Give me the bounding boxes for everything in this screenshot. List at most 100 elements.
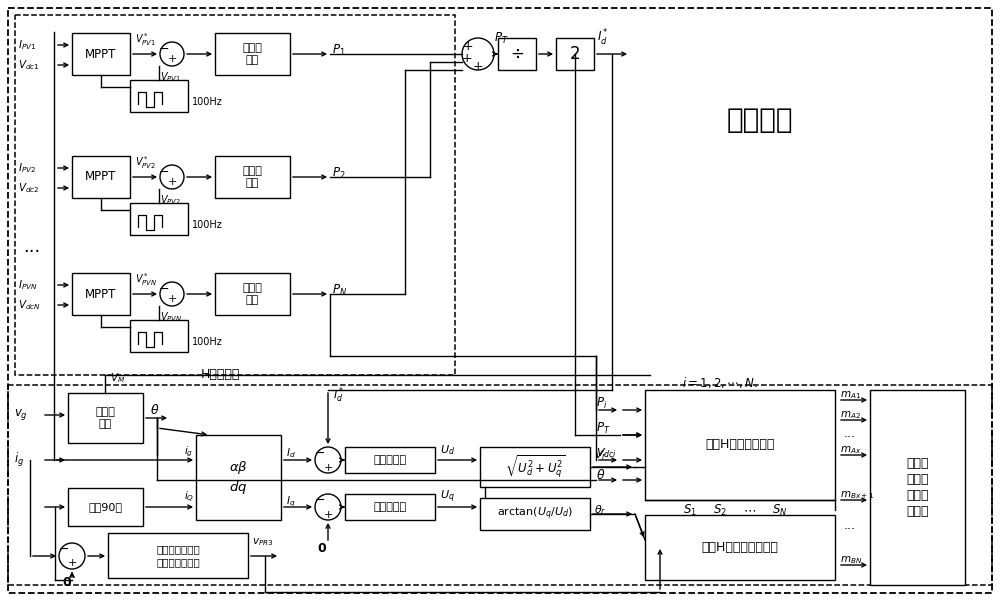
Text: 100Hz: 100Hz <box>192 220 223 230</box>
Text: $P_T$: $P_T$ <box>596 421 611 436</box>
Text: 电压调
节器: 电压调 节器 <box>243 166 262 188</box>
Circle shape <box>462 38 494 70</box>
Circle shape <box>160 42 184 66</box>
Text: $S_2$: $S_2$ <box>713 502 727 517</box>
Text: MPPT: MPPT <box>85 171 117 183</box>
Text: MPPT: MPPT <box>85 47 117 61</box>
FancyBboxPatch shape <box>215 156 290 198</box>
Text: −: − <box>59 543 69 555</box>
Text: +: + <box>473 61 483 73</box>
Text: 计算H桥单元调制度: 计算H桥单元调制度 <box>705 439 775 451</box>
Text: $\theta$: $\theta$ <box>596 468 605 482</box>
Text: 100Hz: 100Hz <box>192 337 223 347</box>
Text: 电流调节器: 电流调节器 <box>373 502 407 512</box>
Circle shape <box>315 447 341 473</box>
Text: $i_g$: $i_g$ <box>14 451 24 469</box>
Text: $I_{PVN}$: $I_{PVN}$ <box>18 278 38 292</box>
Text: $V_{PV2}^*$: $V_{PV2}^*$ <box>135 154 156 171</box>
Text: $P_T$: $P_T$ <box>494 31 509 46</box>
Text: −: − <box>159 165 169 178</box>
Text: $m_{Bx+1}$: $m_{Bx+1}$ <box>840 489 874 501</box>
Circle shape <box>160 165 184 189</box>
Text: $I_{PV2}$: $I_{PV2}$ <box>18 161 36 175</box>
Text: $i_Q$: $i_Q$ <box>184 489 194 505</box>
Text: $V_{dc2}$: $V_{dc2}$ <box>18 181 40 195</box>
FancyBboxPatch shape <box>130 320 188 352</box>
Text: $I_d$: $I_d$ <box>286 446 296 460</box>
FancyBboxPatch shape <box>108 533 248 578</box>
Text: $S_1$: $S_1$ <box>683 502 697 517</box>
Text: 2: 2 <box>570 45 580 63</box>
Text: $V_{PV1}$: $V_{PV1}$ <box>160 70 181 84</box>
Text: −: − <box>315 493 325 507</box>
FancyBboxPatch shape <box>68 393 143 443</box>
Text: −: − <box>159 282 169 296</box>
Text: $V_M$: $V_M$ <box>110 371 125 385</box>
Text: +: + <box>323 463 333 473</box>
Text: $U_q$: $U_q$ <box>440 489 455 505</box>
Text: 100Hz: 100Hz <box>192 97 223 107</box>
Text: H桥控制器: H桥控制器 <box>200 368 240 381</box>
FancyBboxPatch shape <box>72 273 130 315</box>
Text: $V_{PV2}$: $V_{PV2}$ <box>160 193 181 207</box>
Text: 电流调节器: 电流调节器 <box>373 455 407 465</box>
FancyBboxPatch shape <box>130 80 188 112</box>
Text: $m_{A1}$: $m_{A1}$ <box>840 389 861 401</box>
Text: $\cdots$: $\cdots$ <box>743 504 757 516</box>
Text: MPPT: MPPT <box>85 287 117 300</box>
Text: $v_{PR3}$: $v_{PR3}$ <box>252 536 274 548</box>
Text: $V_{PVN}$: $V_{PVN}$ <box>160 310 182 324</box>
Text: $i_g$: $i_g$ <box>184 445 193 459</box>
Text: $P_2$: $P_2$ <box>332 165 346 180</box>
Text: $U_d$: $U_d$ <box>440 443 455 457</box>
Text: $\mathbf{0}$: $\mathbf{0}$ <box>62 576 72 588</box>
FancyBboxPatch shape <box>215 33 290 75</box>
FancyBboxPatch shape <box>870 390 965 585</box>
Text: +: + <box>323 510 333 520</box>
Text: +: + <box>463 40 473 52</box>
Text: ÷: ÷ <box>510 45 524 63</box>
Text: $V_{dcN}$: $V_{dcN}$ <box>18 298 41 312</box>
Text: +: + <box>167 294 177 304</box>
Text: $V_{PV1}^*$: $V_{PV1}^*$ <box>135 32 156 49</box>
Circle shape <box>160 282 184 306</box>
FancyBboxPatch shape <box>345 494 435 520</box>
Text: arctan$(U_q/U_d)$: arctan$(U_q/U_d)$ <box>497 506 573 522</box>
Text: 计算H桥单元的调制波: 计算H桥单元的调制波 <box>702 541 778 554</box>
Text: $V_{dci}$: $V_{dci}$ <box>596 446 617 460</box>
Text: $\sqrt{U_d^2+U_q^2}$: $\sqrt{U_d^2+U_q^2}$ <box>505 454 565 480</box>
Text: 载波移
相正弦
脉冲宽
度调制: 载波移 相正弦 脉冲宽 度调制 <box>906 457 929 518</box>
Text: $\theta_r$: $\theta_r$ <box>594 503 606 517</box>
Text: 数字锁
相环: 数字锁 相环 <box>96 407 115 429</box>
Text: +: + <box>67 558 77 568</box>
FancyBboxPatch shape <box>130 203 188 235</box>
FancyBboxPatch shape <box>480 498 590 530</box>
Circle shape <box>315 494 341 520</box>
Text: 主控制器: 主控制器 <box>727 106 793 134</box>
Text: +: + <box>462 52 472 64</box>
Text: $m_{Ax}$: $m_{Ax}$ <box>840 444 861 456</box>
Text: ···: ··· <box>844 432 856 445</box>
Text: $I_d^*$: $I_d^*$ <box>333 385 344 405</box>
Text: $V_{dc1}$: $V_{dc1}$ <box>18 58 40 72</box>
Text: $S_N$: $S_N$ <box>772 502 788 517</box>
FancyBboxPatch shape <box>645 515 835 580</box>
Text: $i=1,2,\cdots,N.$: $i=1,2,\cdots,N.$ <box>682 374 758 389</box>
Text: $I_{PV1}$: $I_{PV1}$ <box>18 38 36 52</box>
Text: ···: ··· <box>844 523 856 537</box>
FancyBboxPatch shape <box>498 38 536 70</box>
Text: $m_{A2}$: $m_{A2}$ <box>840 409 861 421</box>
Text: $P_i$: $P_i$ <box>596 395 607 410</box>
FancyBboxPatch shape <box>345 447 435 473</box>
FancyBboxPatch shape <box>645 390 835 500</box>
Text: 三倍电网角频率
的准谐振控制器: 三倍电网角频率 的准谐振控制器 <box>156 545 200 567</box>
Text: 电压调
节器: 电压调 节器 <box>243 43 262 65</box>
Text: −: − <box>315 447 325 460</box>
Text: −: − <box>159 43 169 55</box>
Text: +: + <box>167 177 177 187</box>
FancyBboxPatch shape <box>68 488 143 526</box>
FancyBboxPatch shape <box>72 33 130 75</box>
Text: +: + <box>167 54 177 64</box>
Text: $\alpha\beta$
$dq$: $\alpha\beta$ $dq$ <box>229 459 248 496</box>
Text: $V_r$: $V_r$ <box>594 448 607 462</box>
